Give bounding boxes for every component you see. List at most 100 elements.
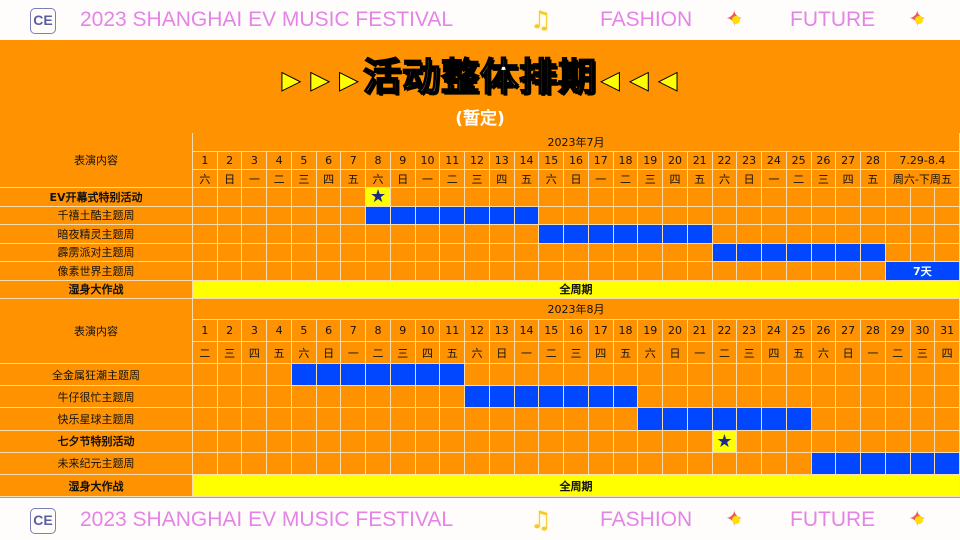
empty-cell	[217, 262, 243, 281]
schedule-bar-cell	[539, 386, 565, 409]
row-label: 牛仔很忙主题周	[0, 386, 193, 409]
weekday-cell: 二	[712, 342, 738, 364]
empty-cell	[193, 188, 218, 207]
sparkle-icon: ✦	[908, 507, 926, 532]
empty-cell	[341, 430, 367, 453]
empty-cell	[217, 408, 243, 431]
empty-cell	[465, 225, 490, 244]
weekday-cell: 一	[588, 170, 614, 188]
day-cell: 25	[786, 320, 812, 342]
empty-cell	[613, 206, 639, 225]
empty-cell	[390, 243, 416, 262]
empty-cell	[910, 430, 936, 453]
day-cell: 12	[465, 152, 490, 170]
empty-cell	[737, 188, 763, 207]
schedule-bar-cell	[638, 225, 664, 244]
weekday-cell: 五	[514, 170, 540, 188]
empty-cell	[836, 364, 862, 387]
content-header: 表演内容	[0, 133, 193, 188]
empty-cell	[638, 262, 664, 281]
empty-cell	[514, 364, 540, 387]
empty-cell	[836, 188, 862, 207]
empty-cell	[836, 225, 862, 244]
triangle-right-icon: ▶ ▶ ▶	[281, 65, 359, 94]
weekday-cell: 四	[836, 170, 862, 188]
empty-cell	[885, 225, 911, 244]
empty-cell	[588, 452, 614, 475]
row-label: 未来纪元主题周	[0, 452, 193, 475]
empty-cell	[836, 386, 862, 409]
empty-cell	[613, 430, 639, 453]
weekday-cell: 三	[465, 170, 490, 188]
sparkle-icon: ✦	[725, 507, 743, 532]
fashion-label: FASHION	[600, 8, 693, 31]
empty-cell	[514, 430, 540, 453]
empty-cell	[514, 225, 540, 244]
empty-cell	[291, 243, 317, 262]
empty-cell	[489, 430, 515, 453]
empty-cell	[465, 430, 490, 453]
empty-cell	[811, 408, 837, 431]
empty-cell	[242, 243, 268, 262]
empty-cell	[465, 243, 490, 262]
day-cell: 24	[762, 152, 787, 170]
empty-cell	[613, 408, 639, 431]
empty-cell	[217, 225, 243, 244]
empty-cell	[737, 225, 763, 244]
day-cell: 7	[341, 320, 367, 342]
schedule-bar-cell	[366, 206, 391, 225]
empty-cell	[638, 243, 664, 262]
empty-cell	[341, 408, 367, 431]
day-cell: 2	[217, 320, 243, 342]
empty-cell	[316, 452, 342, 475]
empty-cell	[861, 408, 886, 431]
empty-cell	[712, 206, 738, 225]
empty-cell	[861, 386, 886, 409]
schedule-bar-cell	[663, 408, 688, 431]
row-label: 湿身大作战	[0, 280, 193, 299]
empty-cell	[885, 386, 911, 409]
empty-cell	[762, 225, 787, 244]
empty-cell	[440, 188, 466, 207]
empty-cell	[539, 262, 565, 281]
empty-cell	[687, 430, 713, 453]
weekday-cell: 二	[267, 170, 292, 188]
weekday-cell: 四	[242, 342, 268, 364]
weekday-cell: 六	[366, 170, 391, 188]
empty-cell	[663, 206, 688, 225]
day-cell: 17	[588, 152, 614, 170]
empty-cell	[291, 452, 317, 475]
empty-cell	[366, 262, 391, 281]
day-cell: 22	[712, 152, 738, 170]
empty-cell	[267, 188, 292, 207]
empty-cell	[935, 364, 960, 387]
empty-cell	[341, 262, 367, 281]
weekday-cell: 五	[786, 342, 812, 364]
empty-cell	[836, 262, 862, 281]
weekday-cell: 三	[390, 342, 416, 364]
day-cell: 24	[762, 320, 787, 342]
day-cell: 19	[638, 320, 664, 342]
day-cell: 21	[687, 320, 713, 342]
empty-cell	[588, 243, 614, 262]
empty-cell	[786, 430, 812, 453]
empty-cell	[193, 408, 218, 431]
weekday-cell: 三	[217, 342, 243, 364]
festival-title: 2023 SHANGHAI EV MUSIC FESTIVAL	[80, 8, 454, 31]
empty-cell	[242, 386, 268, 409]
schedule-bar-cell	[514, 206, 540, 225]
empty-cell	[712, 225, 738, 244]
schedule-bar-cell	[861, 452, 886, 475]
empty-cell	[663, 188, 688, 207]
day-cell: 11	[440, 152, 466, 170]
empty-cell	[935, 206, 960, 225]
empty-cell	[935, 243, 960, 262]
schedule-table: 表演内容 2023年7月 1 六 2 日 3 一 4 二 5 三 6 四 7 五 8 六 9 日 10 一 11 二 12 三 13…	[0, 133, 960, 498]
empty-cell	[217, 206, 243, 225]
empty-cell	[762, 364, 787, 387]
empty-cell	[811, 430, 837, 453]
empty-cell	[811, 188, 837, 207]
schedule-bar-cell	[613, 386, 639, 409]
empty-cell	[564, 262, 589, 281]
empty-cell	[564, 430, 589, 453]
